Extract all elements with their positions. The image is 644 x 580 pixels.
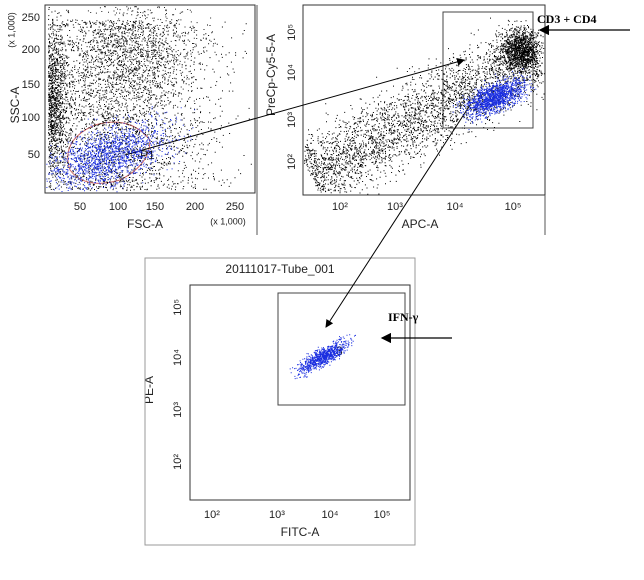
gate-box	[277, 292, 406, 406]
x-tick-label: 50	[74, 201, 86, 213]
event-cloud	[289, 334, 356, 380]
event-cloud	[492, 19, 545, 79]
plot-frame	[189, 284, 411, 501]
event-cloud	[46, 106, 196, 193]
x-axis-label: FSC-A	[127, 217, 163, 231]
annotation: CD3 + CD4	[537, 12, 597, 26]
y-tick-label: 50	[28, 149, 40, 161]
event-cloud	[452, 68, 537, 131]
event-cloud	[48, 7, 78, 190]
x-tick-label: 10³	[387, 201, 403, 213]
event-cloud	[50, 20, 252, 191]
panel-border	[144, 257, 416, 546]
y-axis-label: SSC-A	[8, 87, 22, 124]
y-tick-label: 10⁵	[286, 24, 298, 41]
y-tick-label: 10²	[172, 454, 184, 470]
x-tick-label: 10³	[269, 509, 285, 521]
x-axis-label: APC-A	[402, 217, 439, 231]
y-axis-label: PreCp-Cy5-5-A	[264, 34, 278, 116]
y-axis-label: PE-A	[142, 376, 156, 404]
panel-title: 20111017-Tube_001	[225, 262, 335, 276]
x-tick-label: 10²	[204, 509, 220, 521]
annotation: IFN-γ	[388, 310, 419, 324]
arrow	[325, 104, 471, 328]
plot-frame	[302, 4, 546, 196]
plot-frame	[44, 4, 256, 194]
y-tick-label: 10³	[286, 112, 298, 128]
gate-label: 3	[336, 344, 343, 358]
y-tick-label: 150	[22, 79, 40, 91]
x-axis-label: FITC-A	[281, 525, 320, 539]
x-tick-label: 10⁴	[447, 201, 464, 213]
gate-p1	[67, 121, 151, 184]
y-tick-label: 10³	[172, 402, 184, 418]
y-tick-label: 10²	[286, 154, 298, 170]
y-tick-label: 10⁵	[172, 299, 184, 316]
x-tick-label: 150	[146, 201, 164, 213]
x-tick-label: 200	[186, 201, 204, 213]
x-tick-label: 250	[226, 201, 244, 213]
arrow	[124, 58, 465, 156]
event-cloud	[304, 17, 545, 195]
x-tick-label: 100	[109, 201, 127, 213]
y-tick-label: 10⁴	[172, 349, 184, 366]
y-tick-label: 10⁴	[286, 64, 298, 81]
y-multiplier: (x 1,000)	[6, 12, 16, 48]
x-tick-label: 10⁴	[322, 509, 339, 521]
x-tick-label: 10²	[332, 201, 348, 213]
x-tick-label: 10⁵	[374, 509, 391, 521]
gate-box	[442, 11, 534, 129]
x-tick-label: 10⁵	[505, 201, 522, 213]
y-tick-label: 250	[22, 12, 40, 24]
y-tick-label: 200	[22, 44, 40, 56]
y-tick-label: 100	[22, 112, 40, 124]
x-multiplier: (x 1,000)	[210, 216, 246, 226]
